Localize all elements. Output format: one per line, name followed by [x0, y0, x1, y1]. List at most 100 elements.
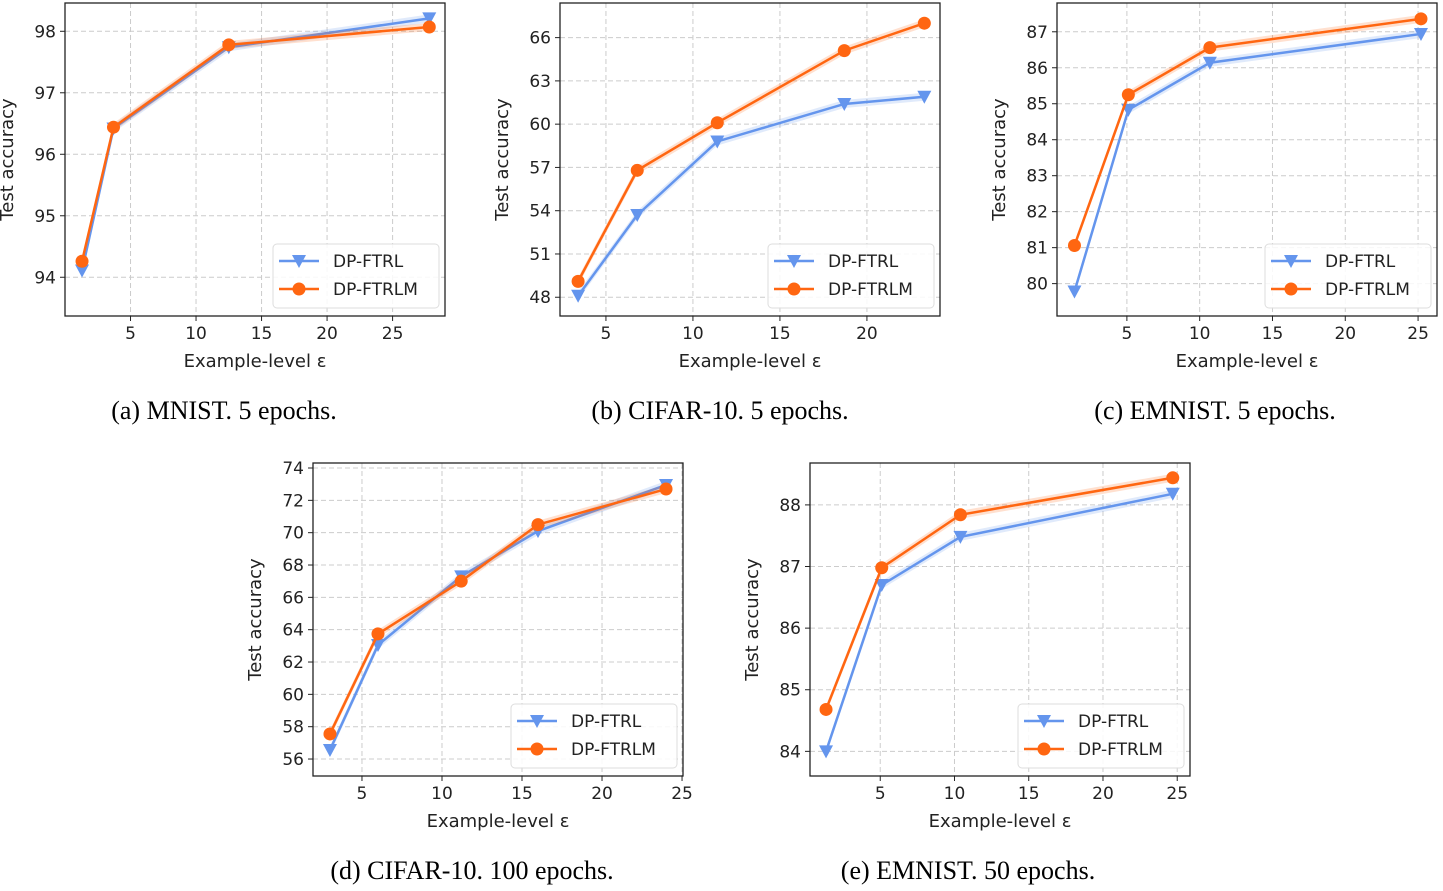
y-axis-label: Test accuracy: [0, 98, 18, 222]
legend: DP-FTRL DP-FTRLM: [272, 243, 440, 309]
legend-marker: [1037, 715, 1051, 728]
legend-label: DP-FTRL: [571, 712, 642, 732]
series-line: [328, 487, 667, 735]
x-tick-label: 25: [671, 784, 693, 804]
y-tick-label: 84: [779, 742, 801, 762]
legend-item: DP-FTRLM: [774, 280, 913, 300]
y-axis-label: Test accuracy: [742, 558, 763, 682]
y-tick-label: 48: [529, 288, 551, 308]
confidence-band: [1074, 14, 1421, 250]
x-tick-label: 10: [431, 784, 453, 804]
x-axis-label: Example-level ε: [427, 811, 570, 832]
y-tick-label: 60: [529, 115, 551, 135]
x-tick-label: 15: [769, 324, 791, 344]
y-tick-label: 87: [779, 558, 801, 578]
data-point: [659, 482, 673, 496]
series-line: [576, 22, 925, 282]
series-line: [80, 25, 430, 262]
legend-marker: [787, 255, 801, 268]
legend-label: DP-FTRL: [1325, 252, 1396, 272]
y-tick-label: 86: [779, 619, 801, 639]
data-point: [837, 97, 852, 111]
y-tick-label: 66: [529, 29, 551, 49]
subplot-e: 5 10 15 20 25 84 85 86 87 88 Example-level ε Test a…: [742, 462, 1191, 832]
series-line: [1073, 32, 1422, 292]
y-tick-label: 72: [282, 491, 304, 511]
data-point: [819, 745, 834, 759]
y-tick-label: 95: [34, 207, 56, 227]
data-point: [222, 38, 236, 52]
x-tick-label: 5: [357, 784, 368, 804]
caption-e: (e) EMNIST. 50 epochs.: [840, 856, 1096, 885]
legend-marker: [787, 282, 801, 296]
data-point: [710, 116, 724, 130]
x-tick-label: 10: [944, 784, 966, 804]
x-tick-label: 25: [382, 324, 404, 344]
data-point: [75, 254, 89, 268]
series-line: [824, 476, 1173, 710]
x-axis-label: Example-level ε: [1176, 351, 1319, 372]
caption-b: (b) CIFAR-10. 5 epochs.: [591, 396, 849, 425]
caption-d: (d) CIFAR-10. 100 epochs.: [330, 856, 614, 885]
y-axis-label: Test accuracy: [245, 558, 266, 682]
y-tick-label: 81: [1026, 239, 1048, 259]
caption-c: (c) EMNIST. 5 epochs.: [1094, 396, 1336, 425]
y-tick-label: 94: [34, 268, 56, 288]
x-tick-label: 15: [511, 784, 533, 804]
axes-frame: [64, 2, 446, 317]
legend-item: DP-FTRL: [1271, 252, 1396, 272]
series-line: [824, 492, 1174, 752]
data-point: [422, 20, 436, 34]
data-point: [1067, 238, 1081, 252]
y-tick-label: 62: [282, 653, 304, 673]
legend-item: DP-FTRL: [1024, 712, 1149, 732]
y-tick-label: 57: [529, 158, 551, 178]
confidence-band: [82, 14, 430, 275]
y-tick-label: 66: [282, 588, 304, 608]
y-tick-label: 98: [34, 22, 56, 42]
data-point: [571, 289, 586, 303]
legend: DP-FTRL DP-FTRLM: [767, 243, 935, 309]
y-tick-label: 63: [529, 72, 551, 92]
y-tick-label: 58: [282, 718, 304, 738]
data-point: [422, 12, 437, 26]
x-axis-label: Example-level ε: [679, 351, 822, 372]
y-tick-label: 85: [1026, 95, 1048, 115]
y-tick-label: 54: [529, 202, 551, 222]
data-point: [819, 702, 833, 716]
y-tick-label: 84: [1026, 131, 1048, 151]
data-point: [1121, 88, 1135, 102]
y-tick-label: 96: [34, 145, 56, 165]
y-axis-label: Test accuracy: [989, 98, 1010, 222]
legend-label: DP-FTRLM: [571, 740, 656, 760]
subplot-d: 5 10 15 20 25 56 58 60 62 64 66 68 70 72 74 Example-lev…: [245, 459, 693, 832]
y-tick-label: 85: [779, 681, 801, 701]
x-tick-label: 25: [1407, 324, 1429, 344]
y-tick-label: 51: [529, 245, 551, 265]
legend-item: DP-FTRLM: [1024, 740, 1163, 760]
x-tick-label: 10: [682, 324, 704, 344]
legend-label: DP-FTRLM: [1325, 280, 1410, 300]
series-line: [80, 17, 430, 271]
data-point: [1414, 12, 1428, 26]
data-point: [371, 627, 385, 641]
axes-frame: [809, 462, 1191, 777]
x-tick-label: 15: [1018, 784, 1040, 804]
data-point: [571, 274, 585, 288]
legend-item: DP-FTRLM: [1271, 280, 1410, 300]
legend-item: DP-FTRL: [279, 252, 404, 272]
y-tick-label: 68: [282, 556, 304, 576]
data-point: [917, 90, 932, 104]
legend-item: DP-FTRLM: [517, 740, 656, 760]
axes-frame: [312, 462, 684, 777]
legend-marker: [1037, 742, 1051, 756]
y-tick-label: 83: [1026, 167, 1048, 187]
y-tick-label: 88: [779, 496, 801, 516]
legend-label: DP-FTRLM: [333, 280, 418, 300]
legend-marker: [1284, 282, 1298, 296]
subplot-b: 5 10 15 20 48 51 54 57 60 63 66 Example-level ε Test…: [492, 2, 941, 372]
x-tick-label: 5: [875, 784, 886, 804]
data-point: [454, 574, 468, 588]
legend-marker: [292, 255, 306, 268]
